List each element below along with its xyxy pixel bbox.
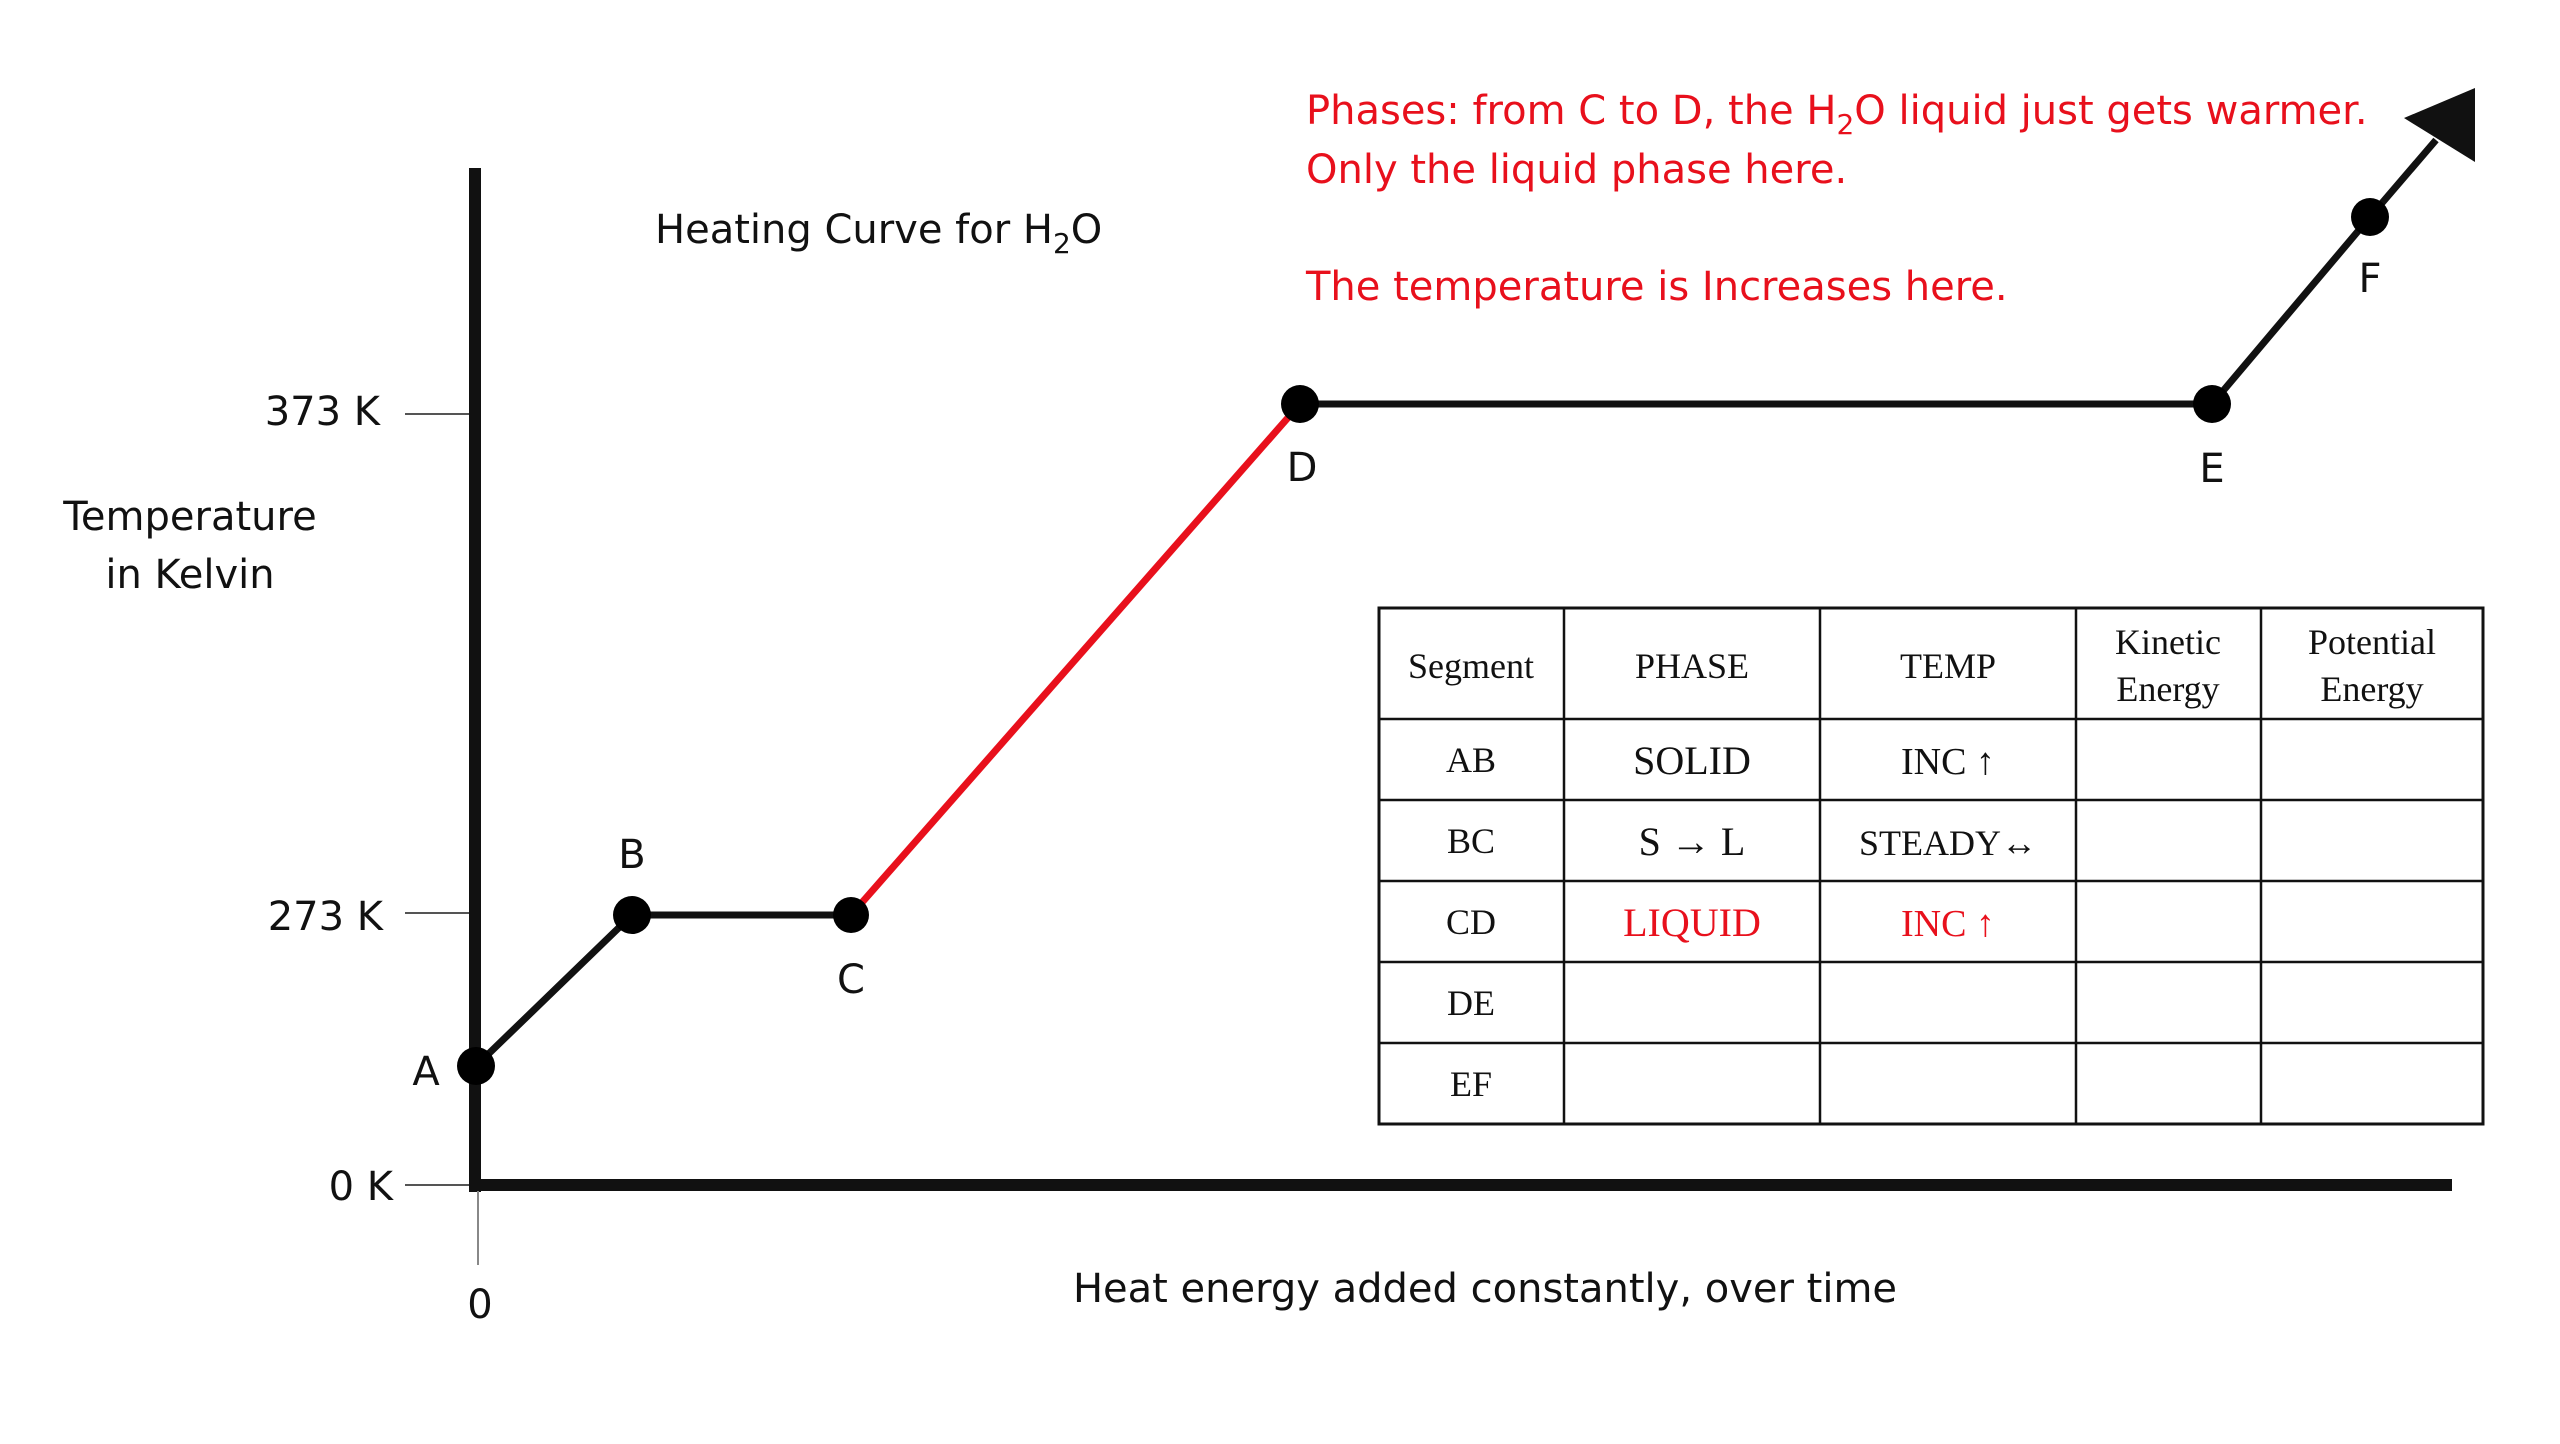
y-tick-label-0: 0 K — [329, 1164, 395, 1210]
table-cell-segment: AB — [1446, 740, 1496, 780]
curve-arrow-head — [2404, 88, 2475, 162]
table-cell-segment: EF — [1450, 1064, 1492, 1104]
table-cell-segment: CD — [1446, 902, 1496, 942]
table-header-temp: TEMP — [1900, 646, 1996, 686]
table-header-potential-line-2: Energy — [2320, 669, 2423, 709]
annotation: Phases: from C to D, the H2O liquid just… — [1305, 88, 2368, 310]
x-origin-label: 0 — [467, 1282, 492, 1328]
segment-ab — [473, 912, 635, 1069]
annotation-line-3: The temperature is Increases here. — [1305, 264, 2008, 310]
point-a — [457, 1047, 495, 1085]
table-cell-segment: BC — [1447, 821, 1495, 861]
point-e — [2193, 385, 2231, 423]
segment-ef — [2209, 214, 2373, 407]
x-axis-label: Heat energy added constantly, over time — [1073, 1266, 1897, 1312]
table-header-kinetic-line-1: Kinetic — [2115, 622, 2221, 662]
table-cell-segment: DE — [1447, 983, 1495, 1023]
segment-cd — [848, 401, 1303, 918]
point-d — [1281, 385, 1319, 423]
table-cell-phase: S → L — [1639, 819, 1746, 864]
point-label-f: F — [2358, 256, 2381, 302]
table-cell-phase: SOLID — [1633, 738, 1751, 783]
y-tick-label-273: 273 K — [268, 894, 385, 940]
annotation-line-2: Only the liquid phase here. — [1306, 147, 1847, 193]
point-f — [2351, 198, 2389, 236]
energy-table: Segment PHASE TEMP Kinetic Energy Potent… — [1377, 606, 2485, 1126]
diagram-title: Heating Curve for H2O — [655, 207, 1102, 260]
table-header-kinetic-line-2: Energy — [2116, 669, 2219, 709]
table-cell-temp: INC ↑ — [1901, 741, 1995, 783]
point-label-b: B — [618, 832, 645, 878]
table-cell-temp: STEADY↔ — [1859, 823, 2037, 863]
point-label-d: D — [1287, 445, 1318, 491]
point-label-e: E — [2199, 446, 2224, 492]
annotation-line-1: Phases: from C to D, the H2O liquid just… — [1306, 88, 2368, 141]
table-border — [1377, 606, 2485, 1126]
point-label-a: A — [412, 1049, 440, 1095]
y-axis-label-line-2: in Kelvin — [105, 552, 274, 598]
point-c — [833, 897, 869, 933]
table-cell-phase: LIQUID — [1623, 900, 1761, 945]
point-b — [613, 896, 651, 934]
y-axis-label-line-1: Temperature — [62, 494, 316, 540]
table-header-segment: Segment — [1408, 646, 1534, 686]
table-header-potential-line-1: Potential — [2308, 622, 2436, 662]
y-tick-label-373: 373 K — [265, 389, 382, 435]
table-cell-temp: INC ↑ — [1901, 903, 1995, 945]
table-header-phase: PHASE — [1635, 646, 1749, 686]
point-label-c: C — [837, 957, 865, 1003]
